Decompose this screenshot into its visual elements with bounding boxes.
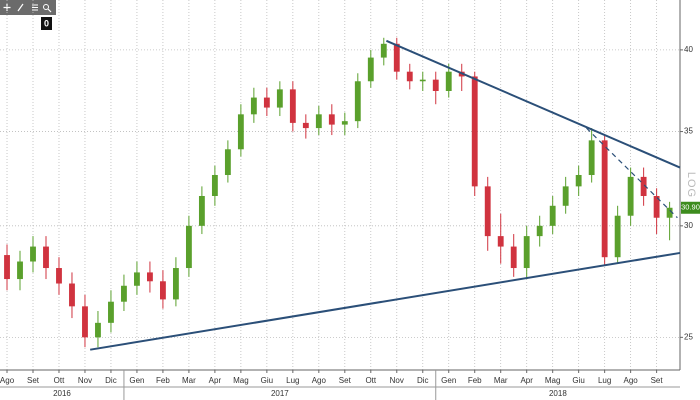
x-tick-label: Nov (78, 376, 92, 385)
toolbar-bg (0, 0, 56, 15)
candle-body (367, 57, 374, 82)
candle-body (653, 195, 660, 218)
x-tick-label: Ago (312, 376, 327, 385)
search-icon-handle (47, 8, 52, 13)
x-tick-label: Ott (54, 376, 65, 385)
candle-body (406, 71, 413, 82)
candle-body (614, 215, 621, 258)
toolbar: 0 (0, 0, 56, 30)
x-tick-label: Feb (468, 376, 482, 385)
candle-body (289, 89, 296, 123)
candle-body (510, 246, 517, 269)
x-tick-label: Set (651, 376, 664, 385)
candle-body (43, 246, 49, 269)
y-tick-label: 40 (684, 45, 693, 54)
badge-text: 0 (44, 18, 49, 28)
candle-body (536, 225, 543, 237)
last-value-tag (681, 201, 700, 214)
candle-body (147, 272, 153, 282)
year-label: 2018 (549, 389, 567, 398)
scale-label: LOG (685, 172, 697, 198)
x-tick-label: Giu (261, 376, 273, 385)
candle-body (419, 79, 426, 82)
x-tick-label: Lug (286, 376, 299, 385)
draw-icon[interactable] (17, 3, 24, 12)
candle-body (4, 255, 10, 280)
x-tick-label: Gen (129, 376, 144, 385)
x-tick-label: Ago (624, 376, 639, 385)
candle-body (562, 186, 569, 206)
trendline (586, 127, 678, 219)
y-tick-label: 25 (684, 332, 693, 341)
x-tick-label: Feb (156, 376, 170, 385)
x-tick-label: Gen (441, 376, 456, 385)
candle-body (497, 236, 504, 247)
candle-body (82, 306, 88, 338)
candle-body (315, 114, 322, 129)
x-tick-label: Nov (390, 376, 404, 385)
candle-body (30, 246, 36, 262)
candle-body (121, 285, 127, 302)
candle-body (484, 186, 491, 237)
candle-body (445, 71, 452, 91)
x-tick-label: Mar (494, 376, 508, 385)
candle-body (328, 114, 335, 125)
candle-body (56, 268, 62, 284)
x-tick-label: Set (27, 376, 40, 385)
candle-body (198, 195, 205, 226)
candle-body (17, 261, 23, 280)
candle-body (224, 149, 231, 176)
x-tick-label: Set (339, 376, 352, 385)
candle-body (95, 322, 101, 338)
candle-body (172, 268, 179, 300)
candle-body (69, 283, 75, 307)
candle-body (588, 140, 595, 176)
x-tick-label: Mag (233, 376, 249, 385)
candle-body (640, 176, 647, 196)
x-tick-label: Apr (209, 376, 222, 385)
candle-body (354, 81, 361, 122)
candle-body (380, 43, 387, 58)
candle-body (666, 207, 673, 218)
candle-body (185, 225, 192, 269)
candle-body (432, 79, 439, 91)
y-tick-label: 35 (684, 127, 693, 136)
candle-body (302, 122, 309, 129)
x-tick-label: Apr (520, 376, 533, 385)
last-value-label: 30.90 (681, 203, 700, 212)
candle-body (211, 175, 218, 196)
year-label: 2017 (271, 389, 289, 398)
x-tick-label: Dic (105, 376, 117, 385)
candle-body (341, 121, 348, 125)
x-tick-label: Mar (182, 376, 196, 385)
trendline (90, 251, 681, 351)
candle-body (627, 176, 634, 216)
candle-body (276, 89, 283, 108)
badge (41, 17, 52, 30)
trendline (385, 39, 681, 169)
candle-body (575, 175, 582, 187)
y-tick-label: 30 (684, 221, 693, 230)
x-tick-label: Lug (598, 376, 611, 385)
search-icon[interactable] (43, 4, 49, 10)
candle-body (134, 272, 140, 286)
candle-body (250, 97, 257, 115)
candle-body (523, 236, 530, 269)
candle-body (393, 43, 400, 72)
candle-body (549, 205, 556, 226)
candle-body (601, 140, 608, 258)
candle-body (237, 114, 244, 150)
x-tick-label: Ago (0, 376, 15, 385)
year-label: 2016 (53, 389, 71, 398)
x-tick-label: Mag (545, 376, 561, 385)
candle-body (159, 281, 166, 300)
x-tick-label: Dic (417, 376, 429, 385)
x-tick-label: Giu (572, 376, 584, 385)
candle-body (108, 301, 114, 323)
candle-body (471, 76, 478, 187)
candle-body (263, 97, 270, 108)
x-tick-label: Ott (365, 376, 376, 385)
